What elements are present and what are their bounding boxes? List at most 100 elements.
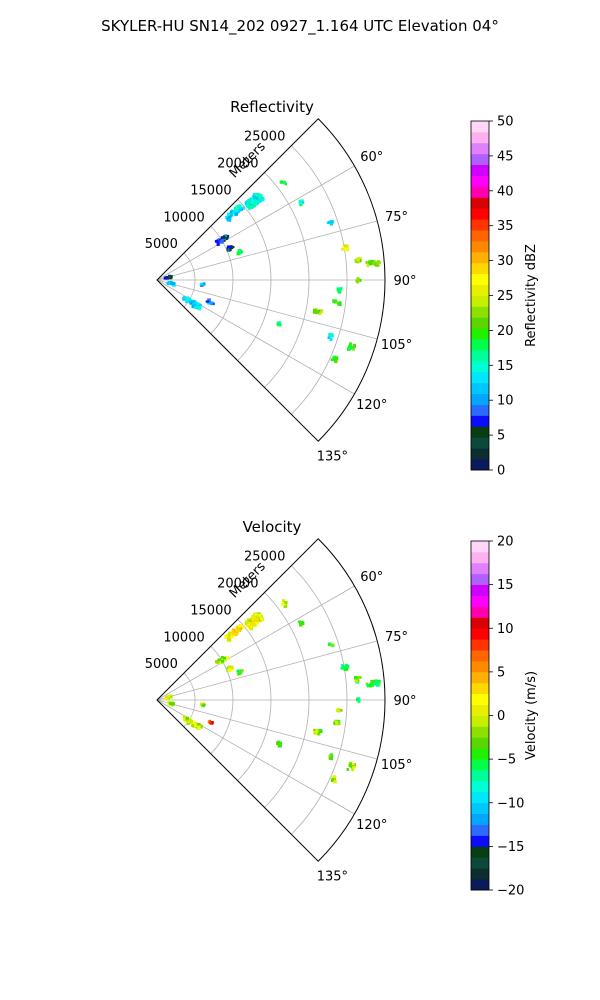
azimuth-spoke — [156, 220, 378, 281]
echo-cell — [253, 193, 257, 197]
echo-cell — [297, 620, 301, 624]
echo-cell — [217, 658, 222, 662]
echo-cell — [260, 617, 264, 621]
echo-cell — [189, 301, 193, 305]
range-tick-label: 15000 — [190, 183, 231, 198]
colorbar-swatch — [471, 142, 489, 155]
echo-cell — [334, 299, 337, 303]
echo-cell — [332, 299, 336, 304]
echo-cell — [240, 625, 245, 629]
echo-cell — [254, 202, 258, 205]
colorbar-swatch — [471, 748, 489, 760]
echo-cell — [214, 239, 219, 243]
echo-cell — [192, 720, 195, 724]
colorbar-swatch — [471, 650, 489, 662]
echo-cell — [329, 337, 333, 342]
echo-cell — [191, 724, 195, 728]
echo-cell — [191, 300, 194, 304]
azimuth-tick-label: 60° — [360, 570, 383, 585]
colorbar-swatch — [471, 448, 489, 460]
echo-cell — [337, 721, 341, 725]
echo-cell — [366, 264, 370, 268]
echo-cell — [167, 694, 171, 698]
echo-cell — [257, 616, 260, 619]
colorbar-swatch — [471, 551, 489, 564]
colorbar-label: Velocity (m/s) — [524, 671, 539, 760]
echo-cell — [345, 246, 350, 250]
echo-cell — [340, 709, 343, 712]
echo-cell — [330, 358, 335, 361]
colorbar-swatch — [471, 284, 489, 296]
azimuth-tick-label: 60° — [360, 150, 383, 165]
echo-cell — [341, 664, 345, 667]
echo-cell — [165, 697, 169, 701]
azimuth-spoke — [156, 585, 355, 701]
colorbar-tick-label: −20 — [497, 884, 524, 899]
colorbar: 0 5 10 15 20 25 30 35 40 45 50 Reflectivity dBZ — [470, 115, 539, 479]
echo-cell — [191, 304, 195, 309]
echo-cell — [277, 743, 282, 748]
echo-cell — [227, 668, 231, 672]
echo-cell — [315, 729, 319, 733]
colorbar-swatch — [471, 704, 489, 716]
echo-cell — [337, 301, 342, 305]
echo-cell — [278, 323, 282, 327]
echo-cell — [250, 201, 254, 205]
echo-cell — [225, 237, 228, 240]
echo-cell — [369, 684, 372, 688]
echo-cell — [279, 741, 283, 745]
echo-cell — [199, 724, 202, 727]
echo-cell — [259, 614, 263, 618]
echo-cell — [366, 683, 370, 688]
echo-cell — [228, 632, 232, 636]
colorbar-swatch — [471, 121, 489, 133]
colorbar-swatch — [471, 715, 489, 727]
echo-cell — [368, 260, 371, 264]
colorbar-swatch — [471, 393, 489, 405]
echo-cell — [246, 202, 249, 206]
echo-cell — [298, 200, 302, 204]
echo-cell — [240, 250, 243, 254]
echo-cell — [223, 658, 227, 662]
velocity-title: Velocity — [243, 518, 302, 536]
echo-cell — [223, 656, 227, 660]
echo-cell — [343, 668, 348, 671]
colorbar-tick-label: −5 — [497, 753, 516, 768]
colorbar-swatch — [471, 770, 489, 782]
colorbar-swatch — [471, 824, 489, 836]
colorbar-swatch — [471, 595, 489, 607]
echo-cell — [330, 778, 334, 782]
colorbar-swatch — [471, 186, 489, 198]
echo-cell — [350, 346, 354, 349]
colorbar-swatch — [471, 262, 489, 275]
echo-cell — [258, 199, 262, 203]
echo-cell — [354, 677, 357, 681]
echo-cell — [276, 741, 280, 746]
echo-cell — [238, 624, 242, 628]
echo-cell — [244, 201, 248, 205]
echo-cell — [329, 222, 333, 226]
echo-cell — [231, 211, 236, 215]
colorbar-tick-label: −10 — [497, 796, 524, 811]
colorbar-swatch — [471, 197, 489, 209]
colorbar-swatch — [471, 208, 489, 220]
echo-cell — [331, 334, 334, 338]
echo-cell — [284, 601, 288, 605]
echo-cell — [183, 296, 187, 300]
colorbar: −20 −15 −10 −5 0 5 10 15 20 Velocity (m/s) — [470, 535, 539, 899]
echo-cell — [348, 763, 352, 768]
echo-cell — [351, 766, 355, 770]
echo-cell — [237, 628, 241, 632]
colorbar-tick-label: 20 — [497, 324, 514, 339]
echo-cell — [168, 274, 172, 278]
echo-cell — [333, 780, 337, 784]
echo-cell — [337, 709, 341, 713]
echo-cell — [166, 695, 170, 698]
sector-outline — [156, 538, 386, 862]
echo-cell — [301, 201, 305, 204]
echo-cell — [234, 632, 238, 636]
reflectivity-title: Reflectivity — [230, 98, 314, 116]
echo-cell — [257, 195, 261, 200]
colorbar-swatch — [471, 350, 489, 362]
echo-cell — [189, 720, 193, 724]
